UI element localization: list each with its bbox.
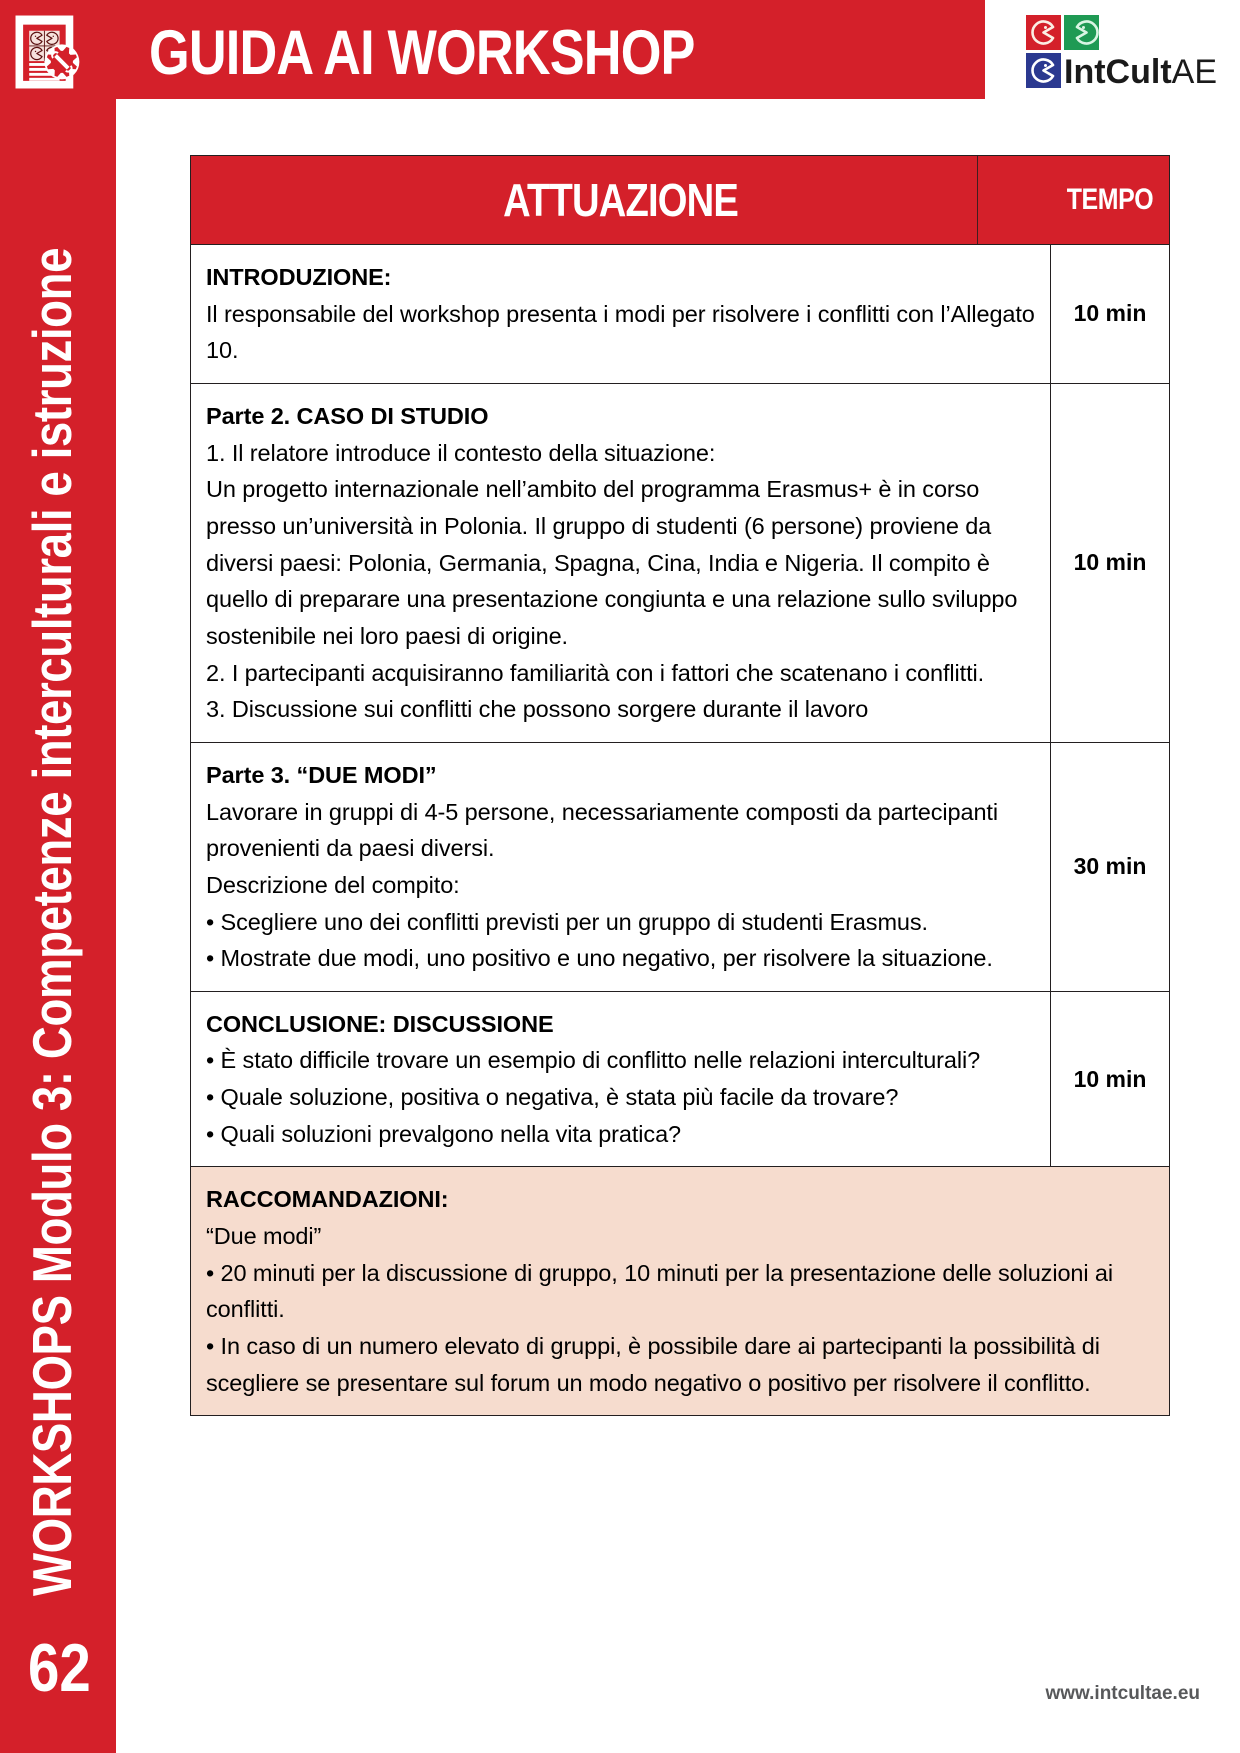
svg-text:IntCultAE: IntCultAE (1064, 53, 1216, 91)
